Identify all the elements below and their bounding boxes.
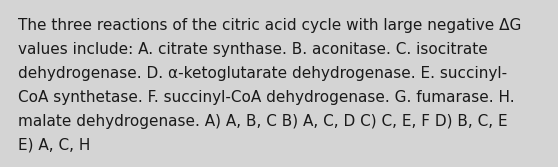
Text: dehydrogenase. D. α-ketoglutarate dehydrogenase. E. succinyl-: dehydrogenase. D. α-ketoglutarate dehydr… <box>18 66 507 81</box>
Text: The three reactions of the citric acid cycle with large negative ΔG: The three reactions of the citric acid c… <box>18 18 521 33</box>
Text: E) A, C, H: E) A, C, H <box>18 138 90 153</box>
Text: values include: A. citrate synthase. B. aconitase. C. isocitrate: values include: A. citrate synthase. B. … <box>18 42 488 57</box>
Text: CoA synthetase. F. succinyl-CoA dehydrogenase. G. fumarase. H.: CoA synthetase. F. succinyl-CoA dehydrog… <box>18 90 514 105</box>
Text: malate dehydrogenase. A) A, B, C B) A, C, D C) C, E, F D) B, C, E: malate dehydrogenase. A) A, B, C B) A, C… <box>18 114 508 129</box>
